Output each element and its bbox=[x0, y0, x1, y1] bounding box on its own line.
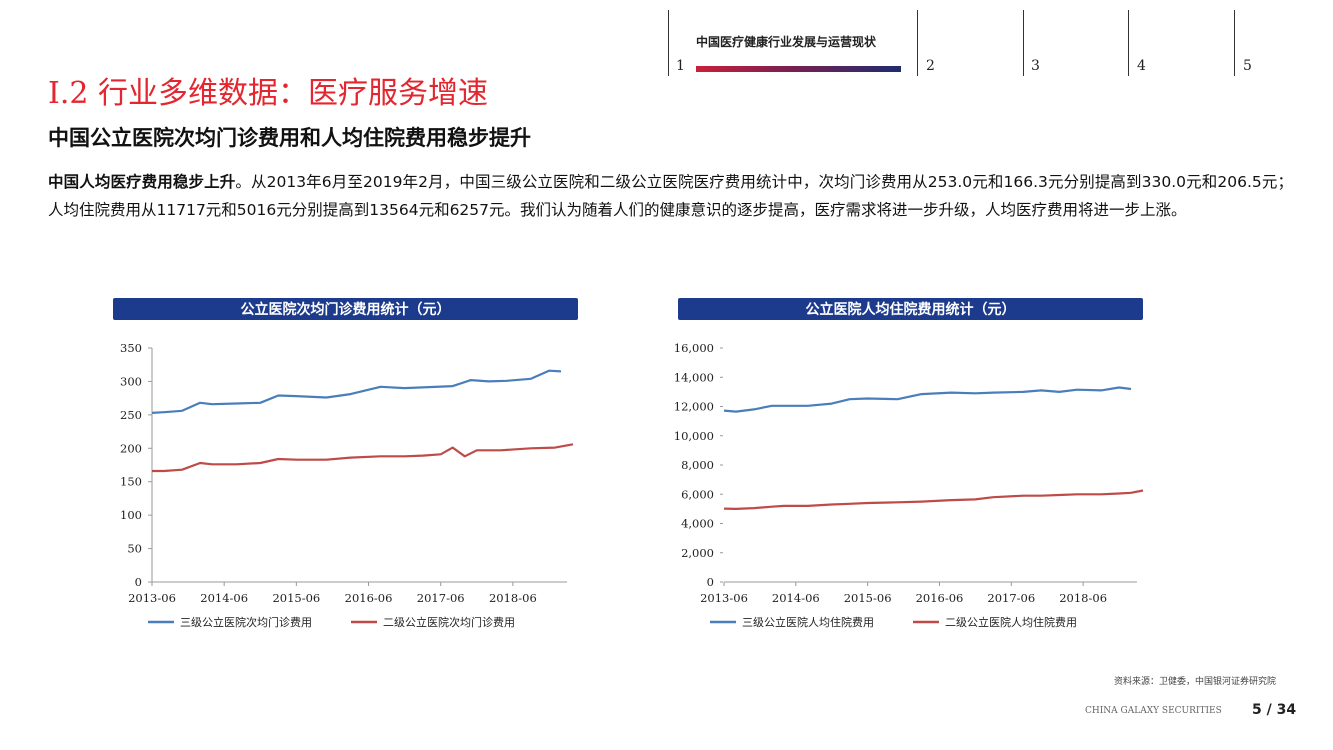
series-line-1 bbox=[723, 386, 1132, 413]
nav-separator-3 bbox=[1023, 10, 1024, 76]
series-line-2 bbox=[723, 489, 1144, 510]
y-tick-label: 200 bbox=[120, 441, 142, 455]
legend-label-1: 三级公立医院人均住院费用 bbox=[742, 615, 874, 629]
nav-separator-2 bbox=[917, 10, 918, 76]
nav-separator-4 bbox=[1128, 10, 1129, 76]
y-tick-label: 0 bbox=[707, 575, 714, 589]
x-tick-label: 2015-06 bbox=[844, 591, 892, 605]
nav-item-5[interactable]: 5 bbox=[1243, 58, 1252, 74]
x-tick-label: 2016-06 bbox=[345, 591, 393, 605]
y-tick-label: 10,000 bbox=[674, 429, 714, 443]
x-tick-label: 2017-06 bbox=[417, 591, 465, 605]
legend-label-2: 二级公立医院次均门诊费用 bbox=[383, 615, 515, 629]
x-tick-label: 2016-06 bbox=[916, 591, 964, 605]
y-tick-label: 16,000 bbox=[674, 341, 714, 355]
y-tick-label: 100 bbox=[120, 508, 142, 522]
footer-brand: CHINA GALAXY SECURITIES bbox=[1085, 706, 1222, 716]
y-tick-label: 50 bbox=[127, 542, 142, 556]
body-paragraph: 中国人均医疗费用稳步上升。从2013年6月至2019年2月，中国三级公立医院和二… bbox=[48, 168, 1293, 224]
page-number: 5 / 34 bbox=[1252, 702, 1297, 718]
nav-separator-5 bbox=[1234, 10, 1235, 76]
subtitle: 中国公立医院次均门诊费用和人均住院费用稳步提升 bbox=[48, 126, 531, 150]
nav-item-2[interactable]: 2 bbox=[926, 58, 935, 74]
y-tick-label: 300 bbox=[120, 374, 142, 388]
legend-label-1: 三级公立医院次均门诊费用 bbox=[180, 615, 312, 629]
chart1-title: 公立医院次均门诊费用统计（元） bbox=[113, 298, 578, 320]
nav-item-3[interactable]: 3 bbox=[1031, 58, 1040, 74]
x-tick-label: 2014-06 bbox=[772, 591, 820, 605]
chart2: 0 2,000 4,000 6,000 8,000 10,000 12,000 14,000 1… bbox=[674, 341, 1144, 629]
x-tick-label: 2018-06 bbox=[489, 591, 537, 605]
body-lead: 中国人均医疗费用稳步上升 bbox=[48, 173, 236, 191]
y-tick-label: 8,000 bbox=[681, 458, 714, 472]
x-tick-label: 2018-06 bbox=[1059, 591, 1107, 605]
y-tick-label: 12,000 bbox=[674, 400, 714, 414]
nav-title[interactable]: 中国医疗健康行业发展与运营现状 bbox=[696, 35, 877, 49]
nav-item-1[interactable]: 1 bbox=[676, 58, 685, 74]
y-tick-label: 250 bbox=[120, 408, 142, 422]
section-title: I.2 行业多维数据：医疗服务增速 bbox=[48, 76, 489, 111]
series-line-2 bbox=[152, 443, 574, 473]
y-tick-label: 2,000 bbox=[681, 546, 714, 560]
body-text: 。从2013年6月至2019年2月，中国三级公立医院和二级公立医院医疗费用统计中… bbox=[48, 173, 1293, 219]
nav-item-4[interactable]: 4 bbox=[1137, 58, 1146, 74]
series-line-1 bbox=[151, 369, 562, 414]
chart2-title: 公立医院人均住院费用统计（元） bbox=[678, 298, 1143, 320]
source-note: 资料来源：卫健委，中国银河证券研究院 bbox=[1114, 677, 1277, 687]
x-tick-label: 2014-06 bbox=[200, 591, 248, 605]
y-tick-label: 0 bbox=[135, 575, 142, 589]
y-tick-label: 4,000 bbox=[681, 517, 714, 531]
x-tick-label: 2013-06 bbox=[700, 591, 748, 605]
y-tick-label: 150 bbox=[120, 475, 142, 489]
x-tick-label: 2015-06 bbox=[272, 591, 320, 605]
y-tick-label: 14,000 bbox=[674, 370, 714, 384]
chart1: 0 50 100 150 200 250 300 350 2013-06 2014-06 2015-… bbox=[120, 341, 574, 629]
y-tick-label: 350 bbox=[120, 341, 142, 355]
nav-separator-1 bbox=[668, 10, 669, 76]
x-tick-label: 2013-06 bbox=[128, 591, 176, 605]
legend-label-2: 二级公立医院人均住院费用 bbox=[945, 615, 1077, 629]
nav-progress-bar bbox=[696, 66, 901, 72]
y-tick-label: 6,000 bbox=[681, 487, 714, 501]
x-tick-label: 2017-06 bbox=[987, 591, 1035, 605]
